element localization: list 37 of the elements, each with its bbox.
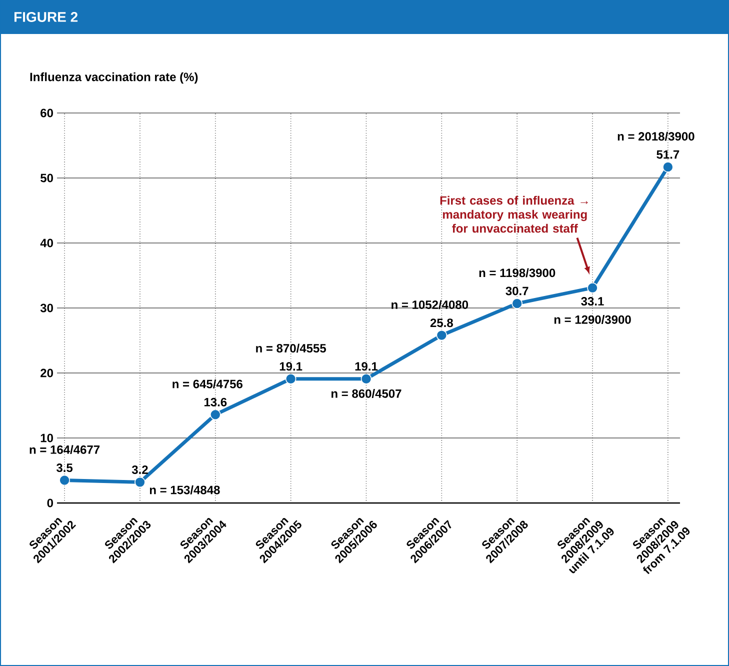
annotation: n = 860/4507 bbox=[332, 389, 402, 398]
data-label: 19.1 bbox=[355, 362, 378, 371]
annotation: n = 645/4756 bbox=[172, 379, 242, 388]
chart-title: FIGURE 2 bbox=[14, 12, 78, 22]
point bbox=[587, 282, 598, 294]
data-label: 51.7 bbox=[656, 150, 680, 159]
y-tick-label: 60 bbox=[40, 108, 53, 118]
data-label: 3.5 bbox=[56, 464, 73, 472]
point bbox=[59, 474, 70, 486]
y-tick-label: 10 bbox=[40, 434, 53, 442]
point bbox=[360, 373, 372, 384]
point bbox=[662, 162, 674, 172]
y-axis-title: Influenza vaccination rate (%) bbox=[30, 72, 198, 84]
data-label: 13.6 bbox=[204, 398, 227, 406]
point bbox=[512, 298, 522, 309]
y-tick-label: 0 bbox=[47, 498, 53, 508]
annotation: n = 870/4555 bbox=[256, 344, 326, 353]
data-label: 25.8 bbox=[430, 318, 453, 328]
annotation: n = 1290/3900 bbox=[554, 315, 631, 324]
point bbox=[285, 373, 296, 384]
y-tick-label: 30 bbox=[40, 304, 53, 312]
data-label: 3.2 bbox=[132, 465, 148, 474]
point bbox=[436, 330, 448, 341]
annotation: n = 164/4677 bbox=[30, 445, 100, 454]
data-label: 33.1 bbox=[581, 297, 604, 306]
y-tick-label: 50 bbox=[40, 174, 53, 182]
y-tick-label: 20 bbox=[40, 368, 53, 378]
annotation: First cases of influenza → mandatory mask wearing for unvaccinated staff bbox=[440, 196, 588, 233]
data-label: 19.1 bbox=[280, 362, 302, 371]
y-tick-label: 40 bbox=[40, 238, 53, 248]
point bbox=[134, 476, 146, 488]
point bbox=[210, 409, 221, 420]
annotation: n = 1052/4080 bbox=[392, 300, 468, 310]
annotation: n = 153/4848 bbox=[150, 485, 220, 494]
annotation: n = 1198/3900 bbox=[479, 268, 556, 278]
data-label: 30.7 bbox=[506, 286, 528, 296]
annotation: n = 2018/3900 bbox=[618, 132, 694, 141]
